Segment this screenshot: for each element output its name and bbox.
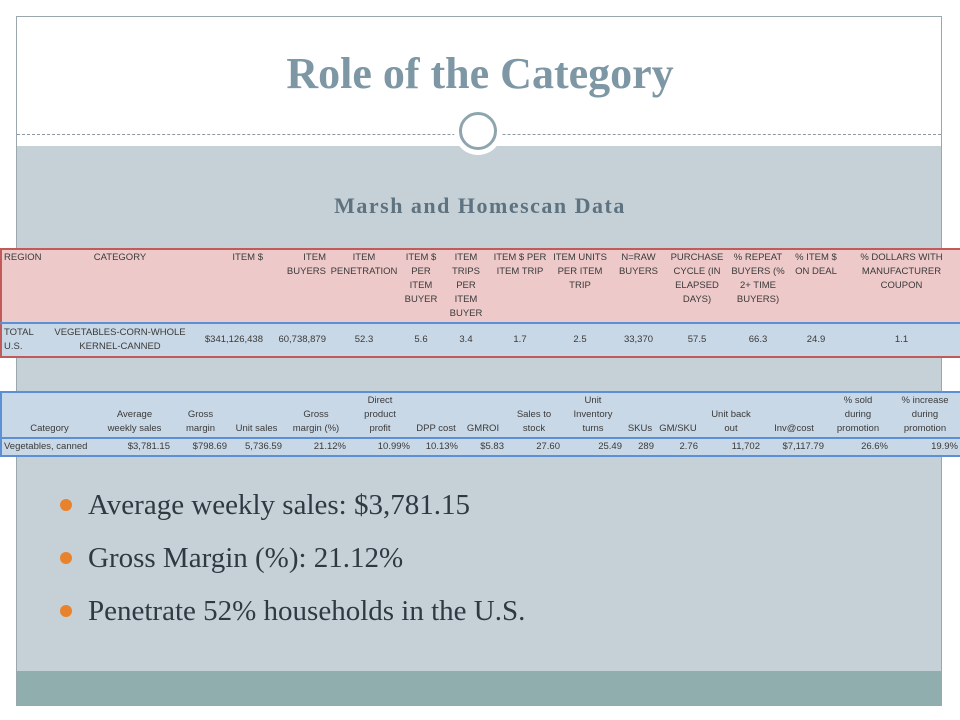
table-row: Vegetables, canned $3,781.15 $798.69 5,7…: [1, 438, 960, 456]
table-cell: 21.12%: [284, 438, 348, 456]
table-cell: 10.99%: [348, 438, 412, 456]
table-cell: 19.9%: [890, 438, 960, 456]
bullet-item: Gross Margin (%): 21.12%: [60, 540, 525, 593]
marsh-header-row: Category Average weekly sales Gross marg…: [1, 392, 960, 439]
header-cell: ITEM TRIPS PER ITEM BUYER: [442, 249, 490, 323]
header-cell: ITEM UNITS PER ITEM TRIP: [550, 249, 610, 323]
table-cell: $3,781.15: [97, 438, 172, 456]
slide-frame: [16, 16, 942, 706]
table-cell: 2.76: [656, 438, 700, 456]
table-cell: 24.9: [789, 322, 843, 357]
header-cell: DPP cost: [412, 392, 460, 439]
homescan-header-row: REGION CATEGORY ITEM $ ITEM BUYERS ITEM …: [1, 249, 960, 323]
header-cell: Unit back out: [700, 392, 762, 439]
header-cell: N=RAW BUYERS: [610, 249, 667, 323]
header-cell: Gross margin (%): [284, 392, 348, 439]
table-cell: 26.6%: [826, 438, 890, 456]
table-cell: 25.49: [562, 438, 624, 456]
header-cell: % DOLLARS WITH MANUFACTURER COUPON: [843, 249, 960, 323]
header-cell: % sold during promotion: [826, 392, 890, 439]
header-cell: Category: [1, 392, 97, 439]
table-cell: 60,738,879: [265, 322, 328, 357]
bullet-dot-icon: [60, 499, 72, 511]
table-cell: TOTAL U.S.: [1, 322, 45, 357]
table-cell: 11,702: [700, 438, 762, 456]
header-cell: Gross margin: [172, 392, 229, 439]
header-cell: ITEM BUYERS: [265, 249, 328, 323]
table-cell: 5.6: [400, 322, 442, 357]
slide-title: Role of the Category: [286, 49, 674, 98]
table-cell: VEGETABLES-CORN-WHOLE KERNEL-CANNED: [45, 322, 195, 357]
header-cell: ITEM $ PER ITEM BUYER: [400, 249, 442, 323]
table-cell: 2.5: [550, 322, 610, 357]
header-cell: Average weekly sales: [97, 392, 172, 439]
circle-ornament-icon: [454, 107, 502, 155]
table-cell: 33,370: [610, 322, 667, 357]
header-cell: % REPEAT BUYERS (% 2+ TIME BUYERS): [727, 249, 789, 323]
table-cell: 1.1: [843, 322, 960, 357]
bullet-list: Average weekly sales: $3,781.15 Gross Ma…: [60, 487, 525, 646]
header-cell: REGION: [1, 249, 45, 323]
table-cell: Vegetables, canned: [1, 438, 97, 456]
header-cell: % ITEM $ ON DEAL: [789, 249, 843, 323]
bullet-dot-icon: [60, 605, 72, 617]
homescan-table: REGION CATEGORY ITEM $ ITEM BUYERS ITEM …: [0, 248, 960, 358]
table-cell: 3.4: [442, 322, 490, 357]
header-cell: Inv@cost: [762, 392, 826, 439]
table-cell: $7,117.79: [762, 438, 826, 456]
table-cell: $341,126,438: [195, 322, 265, 357]
bullet-dot-icon: [60, 552, 72, 564]
table-cell: $5.83: [460, 438, 506, 456]
header-cell: GM/SKU: [656, 392, 700, 439]
bullet-item: Penetrate 52% households in the U.S.: [60, 593, 525, 646]
header-cell: Unit sales: [229, 392, 284, 439]
bullet-text: Average weekly sales: $3,781.15: [88, 489, 470, 521]
bullet-text: Gross Margin (%): 21.12%: [88, 542, 404, 574]
header-cell: PURCHASE CYCLE (IN ELAPSED DAYS): [667, 249, 727, 323]
header-cell: % increase during promotion: [890, 392, 960, 439]
table-row: TOTAL U.S. VEGETABLES-CORN-WHOLE KERNEL-…: [1, 322, 960, 357]
header-cell: ITEM PENETRATION: [328, 249, 400, 323]
slide-subtitle: Marsh and Homescan Data: [334, 193, 626, 218]
marsh-table: Category Average weekly sales Gross marg…: [0, 391, 960, 457]
bullet-item: Average weekly sales: $3,781.15: [60, 487, 525, 540]
header-cell: Sales to stock: [506, 392, 562, 439]
header-cell: Direct product profit: [348, 392, 412, 439]
header-cell: CATEGORY: [45, 249, 195, 323]
table-cell: 66.3: [727, 322, 789, 357]
table-cell: 5,736.59: [229, 438, 284, 456]
header-cell: ITEM $: [195, 249, 265, 323]
table-cell: 52.3: [328, 322, 400, 357]
header-cell: GMROI: [460, 392, 506, 439]
header-cell: Unit Inventory turns: [562, 392, 624, 439]
table-cell: $798.69: [172, 438, 229, 456]
header-cell: SKUs: [624, 392, 656, 439]
slide-footer-band: [17, 671, 941, 705]
table-cell: 27.60: [506, 438, 562, 456]
bullet-text: Penetrate 52% households in the U.S.: [88, 595, 526, 627]
table-cell: 1.7: [490, 322, 550, 357]
table-cell: 10.13%: [412, 438, 460, 456]
table-cell: 57.5: [667, 322, 727, 357]
table-cell: 289: [624, 438, 656, 456]
header-cell: ITEM $ PER ITEM TRIP: [490, 249, 550, 323]
